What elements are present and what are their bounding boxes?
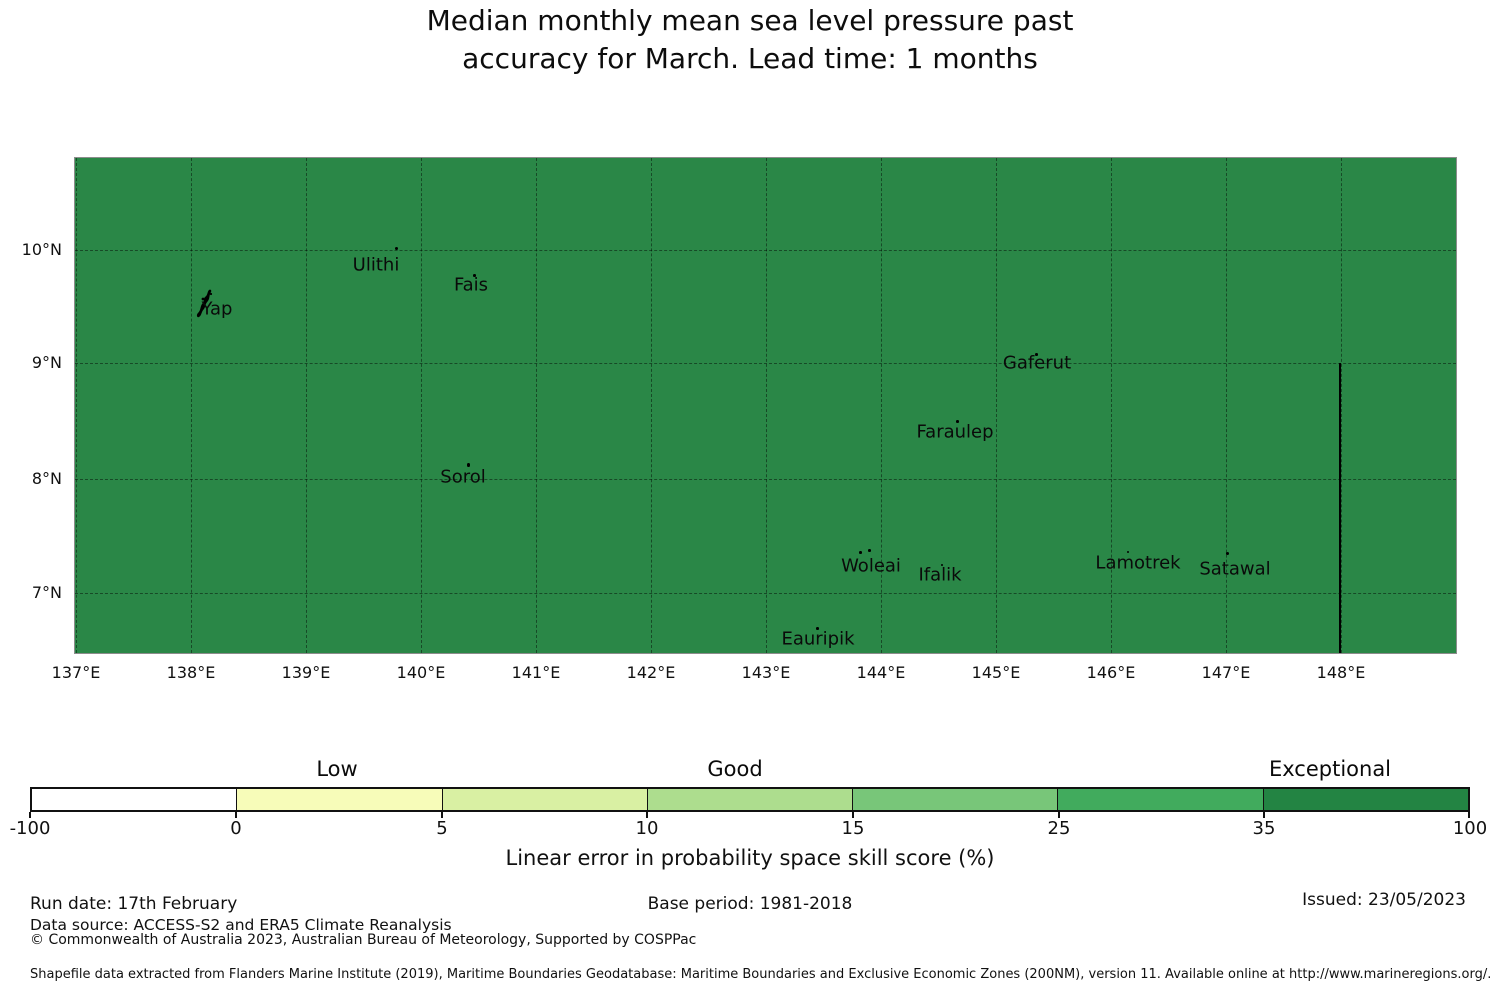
colorbar-category-exceptional: Exceptional — [1268, 757, 1392, 781]
issued-date-text: Issued: 23/05/2023 — [1302, 890, 1466, 910]
colorbar-tick-5: 5 — [436, 818, 448, 839]
island-label-faraulep: Faraulep — [916, 421, 994, 443]
x-axis-tick-145e: 145°E — [971, 663, 1021, 682]
map-plot-area: Yap Ulithi Fais Sorol Gaferut Faraulep W… — [74, 157, 1457, 654]
island-dot-faraulep — [956, 420, 959, 423]
x-axis-tick-141e: 141°E — [511, 663, 561, 682]
colorbar-tick-0: 0 — [230, 818, 242, 839]
colorbar-tickmark — [1263, 812, 1265, 818]
gridline-143e — [766, 158, 767, 653]
x-axis-tick-137e: 137°E — [51, 663, 101, 682]
gridline-142e — [651, 158, 652, 653]
x-axis-tick-144e: 144°E — [856, 663, 906, 682]
island-dot-gaferut — [1035, 353, 1038, 356]
gridline-148e — [1341, 158, 1342, 653]
island-label-yap: Yap — [201, 298, 233, 320]
gridline-144e — [881, 158, 882, 653]
colorbar-tickmark — [1468, 812, 1470, 818]
gridline-147e — [1226, 158, 1227, 653]
colorbar-tickmark — [1058, 812, 1060, 818]
eez-boundary-line — [1339, 363, 1341, 653]
x-axis-tick-148e: 148°E — [1316, 663, 1366, 682]
colorbar-tick-10: 10 — [635, 818, 659, 839]
colorbar-axis-label: Linear error in probability space skill … — [505, 846, 995, 870]
x-axis-tick-146e: 146°E — [1086, 663, 1136, 682]
island-label-gaferut: Gaferut — [1002, 352, 1072, 374]
island-dot-ifalik — [941, 564, 943, 566]
island-label-ulithi: Ulithi — [352, 254, 400, 276]
colorbar-category-low: Low — [316, 757, 358, 781]
colorbar-segment-35-100 — [1262, 789, 1468, 810]
base-period-text: Base period: 1981-2018 — [647, 894, 853, 914]
island-label-woleai: Woleai — [841, 555, 901, 577]
island-label-ifalik: Ifalik — [918, 564, 962, 586]
colorbar-segment-10-15 — [646, 789, 853, 810]
island-dot-satawal — [1226, 552, 1229, 555]
island-label-fais: Fais — [453, 274, 489, 296]
y-axis-tick-9n: 9°N — [31, 353, 62, 372]
island-dot-ulithi — [395, 247, 398, 250]
island-dot-woleai-w — [859, 551, 862, 554]
gridline-145e — [996, 158, 997, 653]
run-date-text: Run date: 17th February — [30, 894, 238, 914]
colorbar-segment-25-35 — [1057, 789, 1263, 810]
colorbar-segment-5-10 — [441, 789, 647, 810]
gridline-137e — [76, 158, 77, 653]
data-source-text: Data source: ACCESS-S2 and ERA5 Climate … — [30, 916, 452, 934]
colorbar-segment-15-25 — [852, 789, 1058, 810]
figure-title-line1: Median monthly mean sea level pressure p… — [426, 4, 1074, 37]
colorbar-segment-0-5 — [236, 789, 442, 810]
island-dot-woleai-e — [868, 549, 871, 552]
x-axis-tick-142e: 142°E — [626, 663, 676, 682]
figure-title-line2: accuracy for March. Lead time: 1 months — [462, 42, 1038, 75]
gridline-138e — [191, 158, 192, 653]
copyright-text: © Commonwealth of Australia 2023, Austra… — [30, 932, 697, 948]
gridline-9n — [75, 363, 1456, 364]
colorbar-tickmark — [29, 812, 31, 818]
colorbar-segment-neg100-0 — [32, 789, 237, 810]
x-axis-tick-140e: 140°E — [396, 663, 446, 682]
gridline-140e — [421, 158, 422, 653]
colorbar-tickmark — [235, 812, 237, 818]
island-label-eauripik: Eauripik — [781, 628, 855, 650]
y-axis-tick-7n: 7°N — [31, 583, 62, 602]
island-shape-yap — [196, 289, 213, 318]
x-axis-tick-143e: 143°E — [741, 663, 791, 682]
shapefile-attribution-text: Shapefile data extracted from Flanders M… — [30, 967, 1492, 982]
x-axis-tick-138e: 138°E — [166, 663, 216, 682]
y-axis-tick-10n: 10°N — [21, 240, 62, 259]
colorbar-tick-100: 100 — [1452, 818, 1488, 839]
island-dot-fais — [473, 274, 476, 277]
gridline-10n — [75, 250, 1456, 251]
colorbar — [30, 787, 1470, 812]
gridline-8n — [75, 479, 1456, 480]
colorbar-tickmark — [646, 812, 648, 818]
island-dot-lamotrek — [1127, 551, 1129, 553]
gridline-141e — [536, 158, 537, 653]
gridline-7n — [75, 593, 1456, 594]
island-dot-eauripik — [816, 627, 819, 630]
figure-title: Median monthly mean sea level pressure p… — [0, 2, 1500, 78]
colorbar-tickmark — [441, 812, 443, 818]
island-dot-sorol — [467, 463, 470, 467]
x-axis-tick-139e: 139°E — [281, 663, 331, 682]
colorbar-tick-neg100: -100 — [9, 818, 51, 839]
y-axis-tick-8n: 8°N — [31, 469, 62, 488]
colorbar-category-good: Good — [707, 757, 763, 781]
island-label-lamotrek: Lamotrek — [1095, 552, 1181, 574]
x-axis-tick-147e: 147°E — [1201, 663, 1251, 682]
colorbar-tick-15: 15 — [841, 818, 865, 839]
colorbar-tickmark — [852, 812, 854, 818]
colorbar-tick-25: 25 — [1047, 818, 1071, 839]
colorbar-tick-35: 35 — [1252, 818, 1276, 839]
gridline-146e — [1111, 158, 1112, 653]
island-label-sorol: Sorol — [440, 466, 486, 488]
gridline-139e — [306, 158, 307, 653]
island-label-satawal: Satawal — [1199, 558, 1271, 580]
